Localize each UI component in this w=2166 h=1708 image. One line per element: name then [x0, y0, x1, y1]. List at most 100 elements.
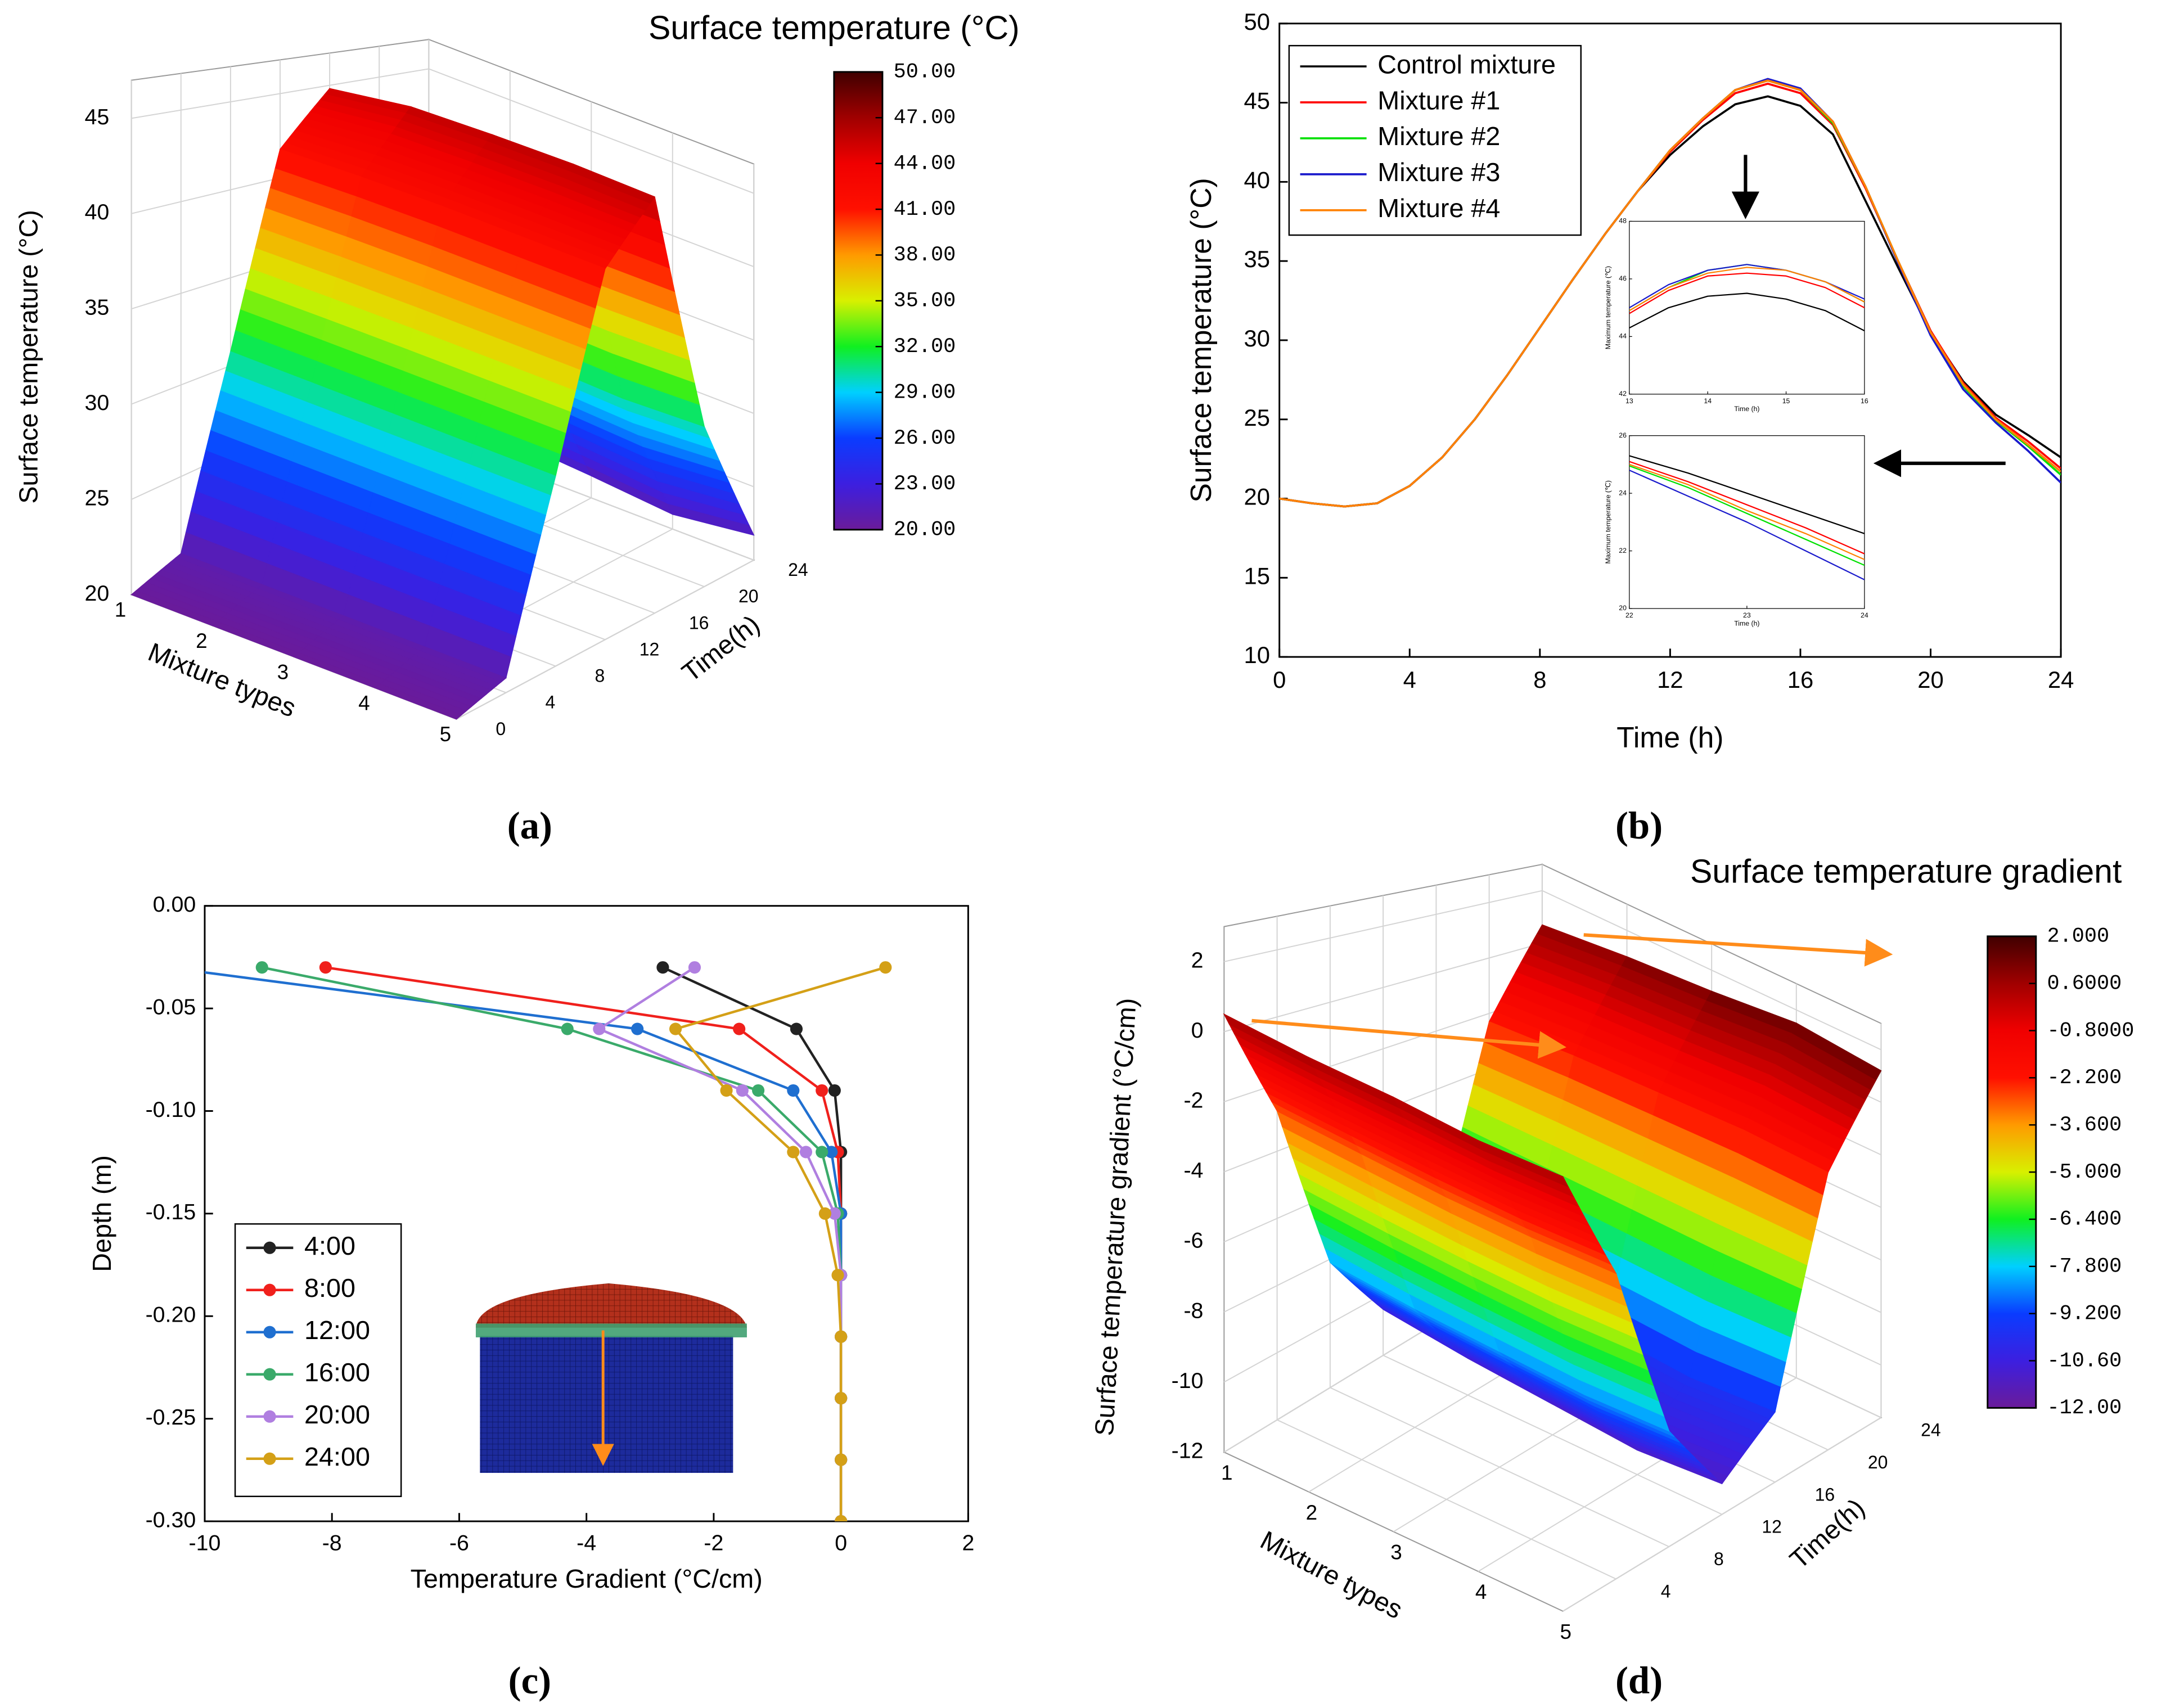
x-tick-label: 20 [1917, 666, 1944, 693]
legend-marker [263, 1241, 276, 1254]
series-line [1629, 465, 1865, 566]
marker [787, 1146, 800, 1159]
series-line [1629, 267, 1865, 312]
series-line [1629, 463, 1865, 560]
x-tick-label: 13 [1625, 397, 1633, 405]
x-tick-label: 3 [277, 660, 289, 683]
plot-area [1279, 78, 2061, 508]
fe-cap [475, 1283, 747, 1328]
annotations [475, 155, 2006, 1473]
y-tick-label: 45 [1244, 88, 1270, 114]
series-line [1629, 455, 1865, 534]
grid-line [1224, 890, 1543, 962]
colorbar-tick-label: 38.00 [894, 244, 956, 267]
x-tick-label: 24 [2048, 666, 2074, 693]
y-tick-label: 22 [1619, 547, 1627, 555]
x-tick-label: -8 [322, 1531, 342, 1556]
y-tick-label: 16 [689, 612, 709, 633]
y-tick-label: -0.30 [146, 1507, 196, 1532]
legend-frame [1288, 44, 1582, 236]
x-tick-label: 22 [1625, 611, 1633, 619]
y-tick-label: 25 [1244, 404, 1270, 431]
x-tick-label: 2 [196, 629, 208, 652]
z-tick-label: 40 [85, 200, 110, 224]
marker [816, 1084, 828, 1097]
colorbar-tick-label: 26.00 [894, 427, 956, 450]
marker [255, 961, 268, 974]
x-tick-label: 14 [1704, 397, 1712, 405]
colorbar-tick-label: 47.00 [894, 106, 956, 130]
y-tick-label: 12 [1762, 1517, 1782, 1537]
y-tick-label: -0.10 [146, 1097, 196, 1122]
colorbar-tick-label: 32.00 [894, 335, 956, 359]
series-line [674, 966, 886, 1522]
marker [656, 961, 669, 974]
arrow [1583, 933, 1893, 967]
legend-label: Control mixture [1377, 49, 1556, 79]
x-tick-label: 4 [358, 692, 370, 715]
colorbar-tick-label: 50.00 [894, 61, 956, 84]
panel-label: (c) [508, 1659, 551, 1702]
y-tick-label: 16 [1815, 1484, 1835, 1504]
colorbar-tick-label: -12.00 [2047, 1396, 2122, 1420]
colorbar-tick-label: 0.6000 [2047, 972, 2122, 995]
marker [561, 1022, 574, 1035]
y-tick-label: 24 [1921, 1420, 1941, 1440]
fe-body [480, 1336, 733, 1473]
y-tick-label: 20 [1244, 484, 1270, 510]
marker [160, 961, 173, 974]
legend-marker [263, 1326, 276, 1339]
plot-frame [1629, 220, 1865, 395]
x-tick-label: 0 [835, 1531, 847, 1556]
z-tick-label: -6 [1183, 1228, 1203, 1253]
z-tick-label: -12 [1172, 1438, 1204, 1463]
marker [790, 1022, 803, 1035]
marker [831, 1269, 844, 1282]
x-tick-label: 1 [1221, 1461, 1233, 1484]
x-tick-label: -2 [704, 1531, 723, 1556]
grid-line [1542, 890, 1881, 1051]
legend-label: Mixture #1 [1377, 85, 1500, 115]
y-tick-label: -0.20 [146, 1303, 196, 1327]
grid-line [1330, 1387, 1669, 1547]
marker [835, 1330, 848, 1343]
marker [828, 1207, 841, 1220]
legend-label: 8:00 [304, 1273, 355, 1303]
x-tick-label: 23 [1743, 611, 1751, 619]
x-tick-label: 5 [440, 723, 452, 746]
y-tick-label: 40 [1244, 166, 1270, 193]
x-tick-label: 1 [115, 598, 127, 621]
marker [816, 1146, 828, 1159]
x-tick-label: 2 [962, 1531, 974, 1556]
legend-label: Mixture #2 [1377, 121, 1500, 151]
marker [319, 961, 332, 974]
chart-title: Surface temperature (°C) [649, 10, 1020, 47]
y-tick-label: 42 [1619, 390, 1627, 398]
z-tick-label: 20 [85, 581, 110, 606]
y-tick-label: 26 [1619, 431, 1627, 439]
colorbar-tick-label: -7.800 [2047, 1255, 2122, 1279]
colorbar-tick-label: 44.00 [894, 152, 956, 175]
y-tick-label: 35 [1244, 246, 1270, 272]
y-tick-label: 24 [1619, 489, 1627, 497]
marker [593, 1022, 606, 1035]
y-tick-label: 46 [1619, 274, 1627, 282]
x-tick-label: -6 [449, 1531, 469, 1556]
colorbar-tick-label: -5.000 [2047, 1161, 2122, 1184]
marker [752, 1084, 765, 1097]
x-tick-label: 3 [1390, 1541, 1402, 1564]
series-line [1629, 470, 1865, 580]
marker [733, 1022, 746, 1035]
x-axis-label: Time (h) [1734, 619, 1759, 627]
x-tick-label: 16 [1861, 397, 1868, 405]
panel-label: (d) [1615, 1659, 1663, 1702]
panel-label: (a) [507, 804, 552, 847]
legend-label: 4:00 [304, 1231, 355, 1260]
colorbar-tick-label: 23.00 [894, 472, 956, 496]
y-axis-label: Maximum temperature (℃) [1604, 266, 1612, 349]
grid-line [1383, 1355, 1723, 1515]
x-tick-label: -4 [577, 1531, 596, 1556]
z-tick-label: 2 [1191, 948, 1204, 972]
colorbar-tick-label: -3.600 [2047, 1114, 2122, 1137]
y-axis-label: Surface temperature (°C) [1185, 178, 1217, 502]
